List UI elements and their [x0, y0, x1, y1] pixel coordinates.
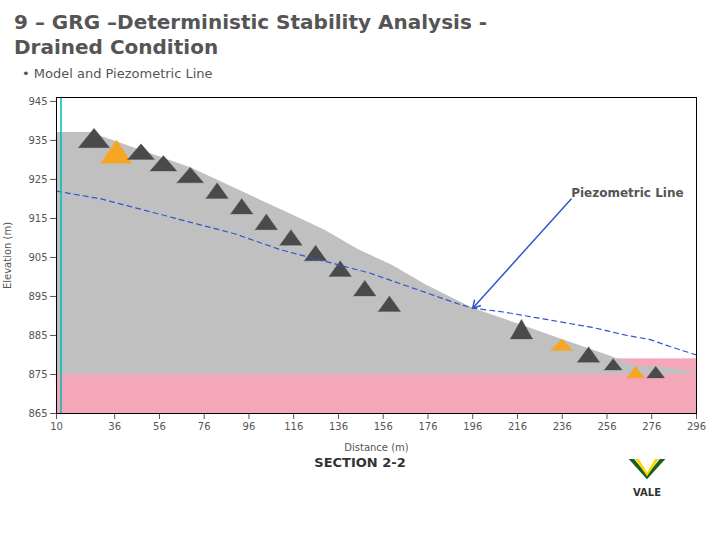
- svg-text:136: 136: [329, 421, 348, 432]
- html-text:VALE: VALE: [633, 487, 661, 498]
- svg-text:96: 96: [243, 421, 256, 432]
- svg-text:Distance (m): Distance (m): [344, 442, 409, 453]
- svg-text:36: 36: [108, 421, 121, 432]
- svg-text:925: 925: [28, 174, 47, 185]
- html-text:• Model and Piezometric Line: • Model and Piezometric Line: [22, 66, 213, 81]
- svg-text:885: 885: [28, 330, 47, 341]
- svg-text:296: 296: [687, 421, 706, 432]
- svg-text:Elevation (m): Elevation (m): [2, 222, 13, 289]
- svg-text:116: 116: [284, 421, 303, 432]
- svg-text:236: 236: [553, 421, 572, 432]
- html-text:9 – GRG –Deterministic Stabili: 9 – GRG –Deterministic Stability Analysi…: [14, 10, 488, 59]
- svg-text:915: 915: [28, 213, 47, 224]
- svg-text:Piezometric Line: Piezometric Line: [571, 186, 683, 200]
- svg-text:905: 905: [28, 252, 47, 263]
- svg-text:256: 256: [597, 421, 616, 432]
- svg-text:76: 76: [198, 421, 211, 432]
- html-text:SECTION 2-2: SECTION 2-2: [314, 455, 406, 470]
- svg-text:945: 945: [28, 96, 47, 107]
- svg-text:935: 935: [28, 135, 47, 146]
- svg-text:10: 10: [50, 421, 63, 432]
- svg-text:156: 156: [374, 421, 393, 432]
- svg-text:216: 216: [508, 421, 527, 432]
- svg-text:865: 865: [28, 408, 47, 419]
- svg-text:276: 276: [642, 421, 661, 432]
- svg-text:176: 176: [418, 421, 437, 432]
- svg-text:895: 895: [28, 291, 47, 302]
- svg-text:875: 875: [28, 369, 47, 380]
- svg-text:56: 56: [153, 421, 166, 432]
- svg-text:196: 196: [463, 421, 482, 432]
